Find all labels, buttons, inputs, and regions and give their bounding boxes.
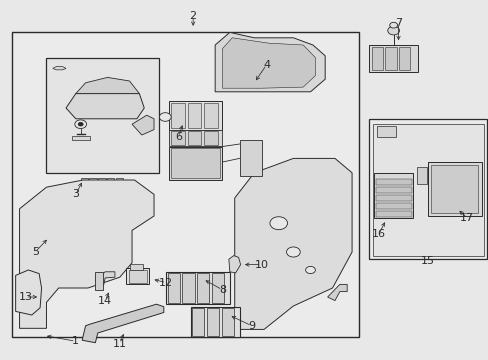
- Polygon shape: [215, 32, 325, 92]
- Bar: [130, 264, 142, 270]
- Bar: [116, 178, 123, 188]
- Bar: [190, 307, 239, 337]
- Bar: [166, 272, 229, 304]
- Circle shape: [389, 22, 397, 28]
- Bar: [376, 126, 395, 137]
- Bar: [375, 211, 411, 217]
- Bar: [221, 308, 233, 336]
- Bar: [416, 167, 426, 184]
- Polygon shape: [82, 304, 163, 343]
- Bar: [427, 162, 481, 216]
- Bar: [204, 131, 218, 145]
- Polygon shape: [20, 180, 154, 328]
- Bar: [375, 179, 411, 185]
- Polygon shape: [76, 77, 139, 94]
- Text: 3: 3: [72, 189, 79, 199]
- Polygon shape: [327, 284, 346, 301]
- Bar: [373, 173, 412, 218]
- Circle shape: [75, 120, 86, 129]
- Circle shape: [286, 247, 300, 257]
- Bar: [430, 165, 477, 213]
- Bar: [187, 103, 201, 128]
- Text: 1: 1: [72, 336, 79, 346]
- Bar: [89, 178, 97, 188]
- Circle shape: [387, 26, 399, 35]
- Bar: [182, 273, 194, 303]
- Text: 7: 7: [394, 18, 401, 28]
- Bar: [107, 178, 114, 188]
- Polygon shape: [95, 272, 115, 285]
- Circle shape: [159, 113, 171, 121]
- Bar: [239, 140, 261, 176]
- Bar: [371, 47, 382, 70]
- Bar: [211, 273, 224, 303]
- Bar: [171, 103, 184, 128]
- Bar: [197, 273, 209, 303]
- Bar: [375, 195, 411, 201]
- Circle shape: [305, 266, 315, 274]
- Text: 4: 4: [263, 60, 269, 70]
- Text: 12: 12: [159, 278, 173, 288]
- Polygon shape: [372, 124, 483, 256]
- Bar: [128, 270, 146, 283]
- Bar: [95, 272, 102, 290]
- Bar: [206, 308, 219, 336]
- Circle shape: [78, 122, 83, 126]
- Bar: [72, 136, 90, 140]
- Bar: [126, 268, 149, 284]
- Text: 13: 13: [19, 292, 32, 302]
- Text: 2: 2: [189, 11, 196, 21]
- Bar: [168, 101, 222, 130]
- Text: 9: 9: [248, 321, 255, 331]
- Text: 5: 5: [32, 247, 39, 257]
- Polygon shape: [228, 256, 240, 273]
- Bar: [91, 189, 100, 195]
- Text: 8: 8: [219, 285, 225, 295]
- Bar: [171, 131, 184, 145]
- Text: 11: 11: [113, 339, 126, 349]
- Text: 10: 10: [254, 260, 268, 270]
- Bar: [375, 187, 411, 193]
- Text: 15: 15: [420, 256, 434, 266]
- Bar: [168, 130, 222, 146]
- Bar: [46, 58, 159, 173]
- Bar: [204, 103, 218, 128]
- Bar: [171, 148, 220, 178]
- Bar: [167, 273, 180, 303]
- Polygon shape: [66, 94, 144, 119]
- Polygon shape: [132, 115, 154, 135]
- Bar: [102, 189, 110, 195]
- Polygon shape: [16, 270, 41, 315]
- Circle shape: [269, 217, 287, 230]
- Bar: [398, 47, 409, 70]
- Bar: [375, 203, 411, 209]
- Text: 14: 14: [98, 296, 112, 306]
- Bar: [168, 147, 222, 180]
- Bar: [187, 131, 201, 145]
- Bar: [113, 189, 121, 195]
- Bar: [385, 47, 396, 70]
- Text: 6: 6: [175, 132, 182, 142]
- Polygon shape: [234, 158, 351, 329]
- Bar: [368, 45, 417, 72]
- Bar: [98, 178, 105, 188]
- Bar: [81, 178, 88, 188]
- Text: 17: 17: [459, 213, 473, 223]
- Bar: [81, 189, 89, 195]
- Text: 16: 16: [371, 229, 385, 239]
- Polygon shape: [53, 67, 66, 70]
- Bar: [368, 119, 486, 259]
- Polygon shape: [222, 38, 315, 88]
- Bar: [192, 308, 204, 336]
- Bar: [12, 32, 359, 337]
